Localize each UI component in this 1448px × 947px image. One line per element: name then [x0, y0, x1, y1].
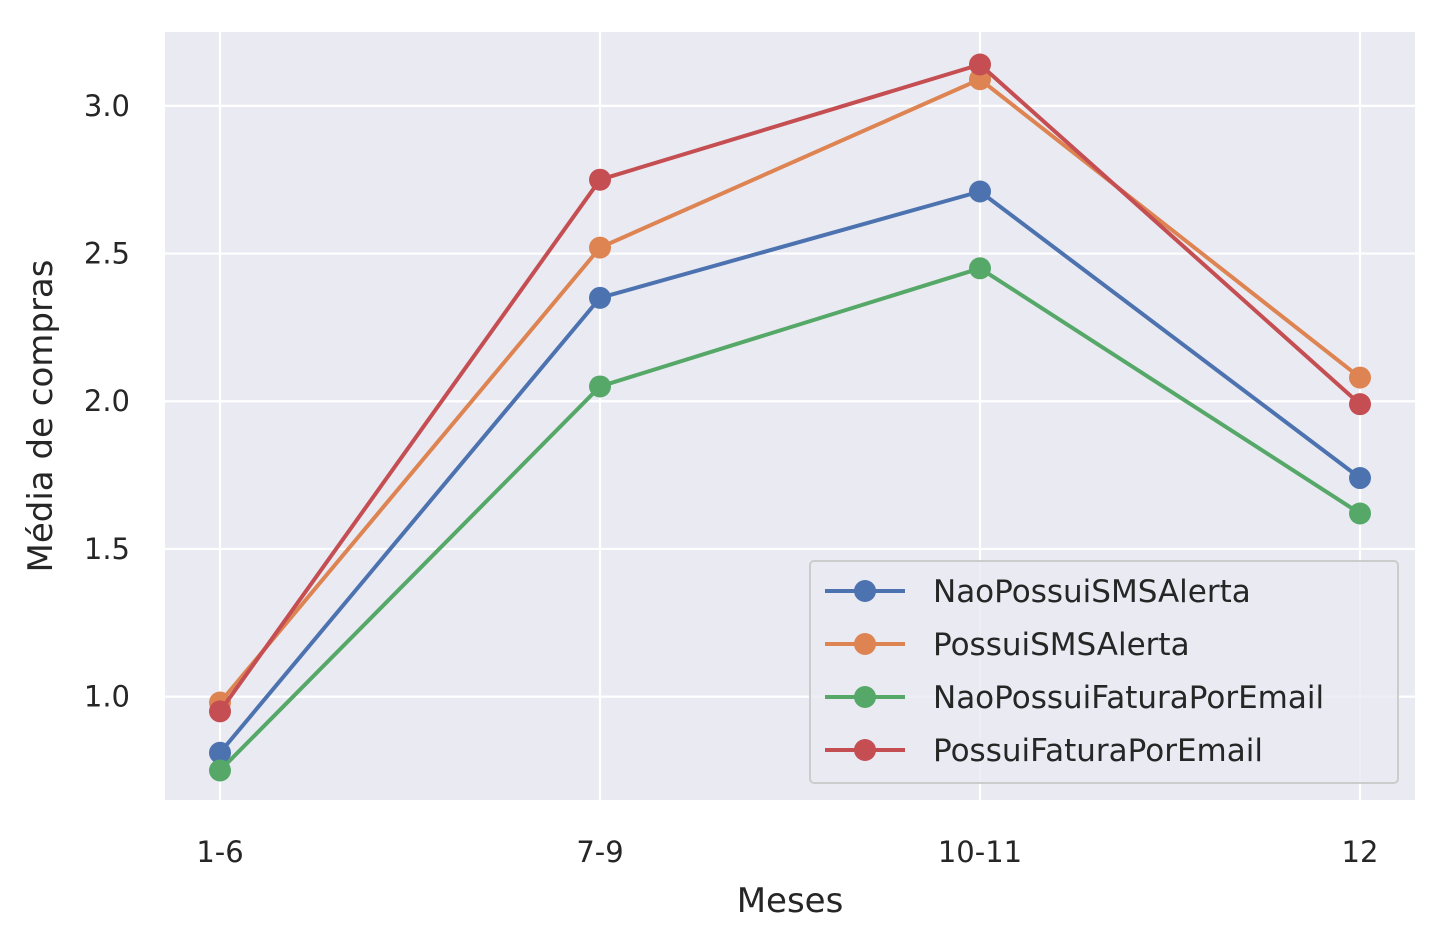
series-line	[218, 77, 1362, 704]
y-tick-label: 2.5	[84, 237, 130, 271]
data-point	[1349, 502, 1371, 525]
data-point	[1349, 393, 1371, 416]
legend: NaoPossuiSMSAlerta PossuiSMSAlerta NaoPoss…	[809, 560, 1399, 784]
x-tick-label: 1-6	[196, 835, 243, 869]
legend-entry: NaoPossuiSMSAlerta	[825, 574, 1251, 610]
data-point	[589, 375, 611, 398]
series-NaoPossuiSMSAlerta	[209, 180, 1371, 764]
data-point	[589, 168, 611, 191]
legend-label: PossuiSMSAlerta	[933, 627, 1190, 663]
series-line	[218, 266, 1362, 772]
legend-box	[809, 560, 1399, 784]
legend-entry: NaoPossuiFaturaPorEmail	[825, 680, 1324, 716]
data-point	[1349, 467, 1371, 490]
legend-marker	[854, 739, 876, 761]
data-point	[209, 700, 231, 723]
legend-marker	[854, 686, 876, 708]
legend-marker	[854, 580, 876, 602]
y-tick-label: 3.0	[84, 89, 130, 123]
y-tick-label: 1.5	[84, 532, 130, 566]
legend-entry: PossuiSMSAlerta	[825, 627, 1190, 663]
y-tick-labels: 1.0 1.5 2.0 2.5 3.0	[84, 89, 130, 714]
data-point	[209, 759, 231, 782]
x-tick-labels: 1-6 7-9 10-11 12	[196, 835, 1378, 869]
legend-marker	[854, 633, 876, 655]
x-tick-label: 7-9	[576, 835, 623, 869]
legend-label: NaoPossuiSMSAlerta	[933, 574, 1251, 610]
data-point	[589, 236, 611, 259]
y-axis-label: Média de compras	[21, 260, 61, 573]
series-PossuiFaturaPorEmail	[209, 53, 1371, 723]
series-NaoPossuiFaturaPorEmail	[209, 257, 1371, 782]
x-tick-label: 12	[1342, 835, 1379, 869]
x-axis-label: Meses	[737, 881, 844, 921]
legend-label: PossuiFaturaPorEmail	[933, 733, 1263, 769]
data-point	[969, 257, 991, 280]
series-line	[218, 189, 1362, 755]
data-point	[969, 53, 991, 76]
legend-entry: PossuiFaturaPorEmail	[825, 733, 1263, 769]
x-tick-label: 10-11	[938, 835, 1022, 869]
grid-lines	[165, 32, 1415, 800]
data-point	[969, 180, 991, 203]
series-line	[218, 62, 1362, 713]
legend-label: NaoPossuiFaturaPorEmail	[933, 680, 1324, 716]
series-layer	[209, 53, 1371, 782]
y-tick-label: 1.0	[84, 680, 130, 714]
data-point	[209, 741, 231, 764]
y-tick-label: 2.0	[84, 384, 130, 418]
data-point	[589, 286, 611, 309]
data-point	[1349, 366, 1371, 389]
